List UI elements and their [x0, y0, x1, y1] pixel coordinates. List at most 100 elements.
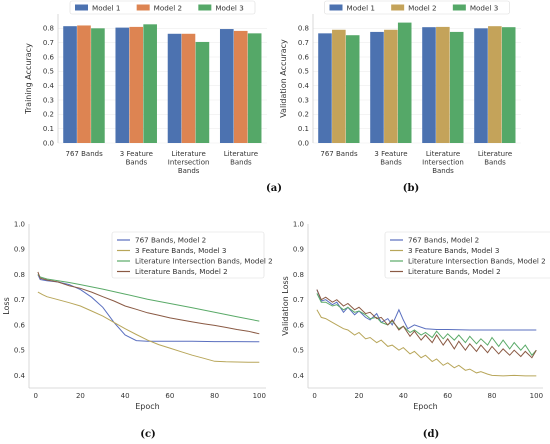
y-tick-label: 0.9	[293, 246, 304, 254]
legend-swatch	[136, 4, 150, 11]
y-tick-label: 0.7	[14, 296, 25, 304]
x-tick-label: 40	[121, 392, 130, 400]
y-tick-label: 0.1	[43, 125, 54, 133]
y-tick-label: 0.6	[293, 321, 305, 329]
series-line	[37, 271, 260, 335]
legend: Model 1 Model 2 Model 3	[69, 0, 256, 15]
y-tick-label: 0.8	[43, 25, 54, 33]
legend-label: Model 1	[92, 3, 120, 12]
panel-caption: (a)	[266, 183, 282, 194]
y-tick-label: 0.1	[298, 125, 309, 133]
y-tick-label: 0.0	[298, 139, 309, 147]
x-tick-label: 767 Bands	[66, 150, 104, 158]
bar-model-2	[488, 26, 502, 143]
legend-box	[324, 0, 510, 15]
bar-chart-0: 0.0 0.1 0.2 0.3 0.4 0.5 0.6 0.7 0.8 Training Accu…	[24, 0, 267, 175]
x-tick-label: Literature	[478, 150, 512, 158]
legend-label: Literature Bands, Model 2	[135, 267, 228, 276]
x-tick-label: Bands	[432, 167, 454, 175]
bar-model-3	[247, 33, 262, 143]
bar-model-1	[422, 27, 436, 143]
legend-label: Literature Bands, Model 2	[408, 267, 501, 276]
y-tick-label: 0.4	[293, 372, 305, 380]
y-tick-label: 0.3	[298, 96, 309, 104]
bar-model-3	[397, 22, 412, 144]
x-tick-label: 80	[488, 392, 497, 400]
x-tick-label: 3 Feature	[120, 150, 153, 158]
bar-model-1	[167, 33, 182, 143]
y-axis-label: Validation Accuracy	[279, 39, 288, 118]
y-tick-label: 0.8	[14, 271, 25, 279]
x-tick-label: Bands	[126, 159, 148, 167]
y-axis-label: Training Accuracy	[24, 43, 33, 115]
x-tick-label: Bands	[380, 159, 402, 167]
y-tick-label: 0.3	[43, 96, 54, 104]
x-tick-label: Literature	[426, 150, 460, 158]
y-tick-label: 0.6	[298, 53, 310, 61]
y-tick-label: 0.4	[43, 82, 55, 90]
x-tick-label: 0	[33, 392, 37, 400]
y-tick-label: 0.6	[14, 321, 26, 329]
x-tick-label: Literature	[171, 150, 205, 158]
series-line	[37, 274, 260, 343]
y-tick-label: 0.5	[43, 68, 54, 76]
series-line	[37, 274, 260, 322]
bar-model-3	[501, 27, 516, 143]
y-tick-label: 0.7	[43, 39, 54, 47]
bar-model-2	[384, 29, 398, 144]
bar-model-1	[219, 29, 234, 143]
bar-model-3	[195, 41, 210, 144]
legend-label: 3 Feature Bands, Model 3	[408, 246, 500, 255]
x-tick-label: 0	[312, 392, 316, 400]
legend-swatch	[75, 4, 88, 11]
x-tick-label: 60	[443, 392, 452, 400]
x-tick-label: Bands	[484, 159, 506, 167]
y-tick-label: 0.0	[43, 139, 54, 147]
y-tick-label: 0.4	[14, 372, 26, 380]
legend-box	[69, 0, 256, 15]
panel-caption: (c)	[140, 429, 156, 440]
line-chart-3: 0.4 0.5 0.6 0.7 0.8 0.9 1.0 0 20 40 60 80 100 Epoch Va…	[281, 220, 550, 411]
bar-model-2	[77, 25, 91, 143]
y-tick-label: 0.9	[14, 246, 25, 254]
y-tick-label: 0.7	[298, 39, 309, 47]
legend: Model 1 Model 2 Model 3	[324, 0, 510, 15]
x-tick-label: 767 Bands	[320, 150, 358, 158]
panel-caption: (b)	[403, 183, 419, 194]
legend-box	[384, 231, 550, 279]
x-tick-label: 20	[355, 392, 364, 400]
y-tick-label: 1.0	[14, 220, 25, 228]
x-tick-label: 3 Feature	[374, 150, 407, 158]
x-tick-label: Bands	[178, 167, 200, 175]
x-tick-label: Intersection	[422, 159, 464, 167]
bar-model-1	[474, 28, 488, 143]
legend-swatch	[198, 4, 212, 11]
bar-model-1	[318, 33, 332, 143]
y-tick-label: 0.5	[293, 347, 304, 355]
bar-model-3	[143, 24, 157, 143]
bar-model-1	[63, 26, 77, 143]
y-tick-label: 0.2	[43, 111, 54, 119]
x-tick-label: Intersection	[168, 159, 210, 167]
bar-model-1	[115, 27, 130, 143]
legend-label: Model 1	[347, 3, 375, 12]
bar-model-2	[233, 30, 248, 144]
legend: 767 Bands, Model 23 Feature Bands, Model…	[384, 231, 550, 279]
bar-model-2	[332, 29, 346, 144]
x-tick-label: 100	[253, 392, 266, 400]
legend-label: 767 Bands, Model 2	[135, 236, 206, 245]
bar-model-3	[345, 35, 360, 143]
x-tick-label: 60	[165, 392, 174, 400]
y-tick-label: 0.5	[298, 68, 309, 76]
legend-label: Model 2	[408, 3, 436, 12]
legend-box	[111, 231, 265, 279]
legend-label: Literature Intersection Bands, Model 2	[408, 257, 546, 266]
legend-label: 767 Bands, Model 2	[408, 236, 479, 245]
bar-model-2	[129, 26, 144, 143]
x-axis-label: Epoch	[413, 402, 438, 411]
legend-label: 3 Feature Bands, Model 3	[135, 246, 227, 255]
x-tick-label: Bands	[230, 159, 252, 167]
bar-model-1	[370, 31, 384, 144]
y-tick-label: 0.2	[298, 111, 309, 119]
y-tick-label: 0.8	[293, 271, 304, 279]
